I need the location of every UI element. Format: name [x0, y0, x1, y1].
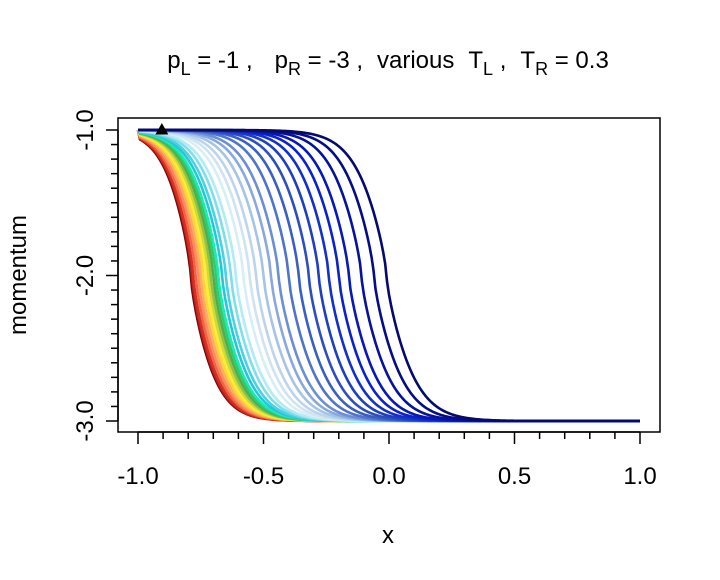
title-t-right-value: = 0.3: [548, 47, 609, 74]
title-t-left-sub: L: [483, 59, 493, 79]
x-axis: -1.0 -0.5 0.0 0.5 1.0: [117, 431, 657, 490]
y-axis-label: momentum: [5, 215, 32, 335]
y-tick-label: -2.0: [72, 255, 99, 296]
title-p-right-sub: R: [288, 59, 301, 79]
title-t-right-sub: R: [535, 59, 548, 79]
marker-group: [155, 123, 169, 135]
x-axis-label: x: [382, 522, 394, 549]
series-line-33: [138, 128, 640, 423]
title-various: various: [377, 47, 454, 74]
title-p-left-sub: L: [181, 59, 191, 79]
title-t-left: T: [468, 47, 483, 74]
title-t-left-suffix: ,: [493, 47, 506, 74]
y-axis: -1.0 -2.0 -3.0: [72, 109, 119, 442]
x-tick-label: -0.5: [243, 463, 284, 490]
y-tick-label: -3.0: [72, 400, 99, 441]
title-p-left: p: [167, 47, 180, 74]
title-p-right-value: = -3 ,: [301, 47, 363, 74]
x-tick-label: 0.5: [498, 463, 531, 490]
triangle-marker: [155, 123, 169, 135]
x-tick-label: 1.0: [623, 463, 656, 490]
title-p-left-value: = -1 ,: [191, 47, 253, 74]
y-tick-label: -1.0: [72, 109, 99, 150]
title-t-right: T: [520, 47, 535, 74]
title-p-right: p: [275, 47, 288, 74]
series-group: [136, 128, 640, 423]
x-tick-label: 0.0: [372, 463, 405, 490]
chart-title: pL = -1 , pR = -3 , various TL , TR = 0.3: [167, 47, 609, 79]
x-tick-label: -1.0: [117, 463, 158, 490]
